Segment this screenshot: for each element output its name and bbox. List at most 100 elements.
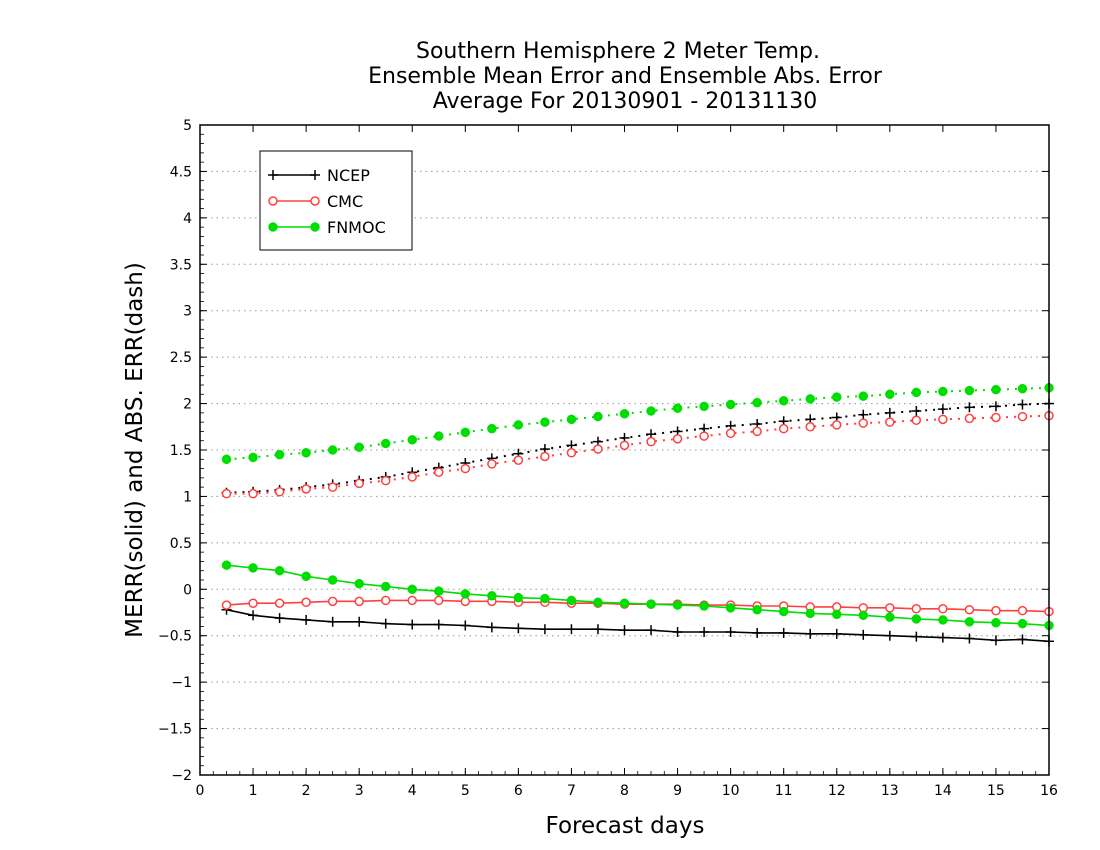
y-tick-label: 4 xyxy=(183,211,192,227)
ncep-abs-error-point xyxy=(937,404,948,415)
fnmoc-abs-error-point xyxy=(487,423,497,434)
fnmoc-abs-error-point xyxy=(885,389,895,400)
ncep-mean-error-point xyxy=(619,625,630,636)
ncep-abs-error-point xyxy=(884,407,895,418)
y-tick-label: 3 xyxy=(183,304,192,320)
fnmoc-mean-error-point xyxy=(699,601,709,611)
fnmoc-mean-error-point xyxy=(752,604,762,615)
y-tick-label: 4.5 xyxy=(170,164,192,180)
fnmoc-abs-error-point xyxy=(301,448,311,458)
cmc-abs-error-point xyxy=(540,451,550,462)
fnmoc-abs-error-point xyxy=(407,435,417,445)
fnmoc-abs-error-point xyxy=(513,420,524,430)
fnmoc-abs-error-point xyxy=(248,452,258,463)
legend-marker-ncep xyxy=(310,170,320,180)
ncep-mean-error-point xyxy=(725,627,736,637)
fnmoc-abs-error-point xyxy=(593,411,603,422)
ncep-mean-error-points xyxy=(221,604,1054,647)
fnmoc-mean-error-point xyxy=(885,612,895,622)
x-tick-label: 16 xyxy=(1040,783,1058,799)
series-layer xyxy=(221,383,1054,647)
legend-label-fnmoc: FNMOC xyxy=(327,218,386,237)
cmc-mean-error-point xyxy=(434,595,444,606)
fnmoc-mean-error-point xyxy=(566,595,577,606)
fnmoc-mean-error-point xyxy=(593,597,603,608)
ncep-mean-error-point xyxy=(964,633,975,644)
cmc-abs-error-point xyxy=(460,463,471,474)
cmc-abs-error-points xyxy=(221,410,1054,499)
y-tick-label: 1.5 xyxy=(170,443,192,459)
chart-title-line-2: Ensemble Mean Error and Ensemble Abs. Er… xyxy=(368,64,883,89)
fnmoc-abs-error-point xyxy=(991,384,1001,395)
fnmoc-mean-error-point xyxy=(460,589,471,599)
ncep-mean-error-point xyxy=(778,627,789,638)
x-tick-label: 8 xyxy=(620,783,629,799)
ncep-mean-error-point xyxy=(354,616,365,627)
y-tick-label: 5 xyxy=(183,118,192,134)
ncep-abs-error-point xyxy=(1017,399,1028,410)
cmc-mean-error-point xyxy=(964,604,975,615)
cmc-abs-error-point xyxy=(248,488,258,499)
fnmoc-abs-error-points xyxy=(221,383,1054,465)
x-tick-label: 0 xyxy=(196,783,205,799)
cmc-mean-error-point xyxy=(327,596,338,607)
cmc-abs-error-point xyxy=(858,418,869,428)
fnmoc-mean-error-point xyxy=(778,606,789,617)
x-tick-label: 12 xyxy=(828,783,846,799)
fnmoc-abs-error-point xyxy=(832,392,842,402)
fnmoc-abs-error-point xyxy=(646,406,656,416)
legend-marker-fnmoc xyxy=(268,222,278,232)
cmc-abs-error-point xyxy=(380,475,391,486)
fnmoc-abs-error-point xyxy=(566,414,577,425)
x-tick-label: 11 xyxy=(775,783,793,799)
ncep-mean-error-point xyxy=(990,635,1001,646)
cmc-abs-error-point xyxy=(354,478,364,489)
cmc-abs-error-point xyxy=(911,415,922,426)
fnmoc-abs-error-point xyxy=(274,449,285,460)
chart-title-line-3: Average For 20130901 - 20131130 xyxy=(433,89,818,114)
ncep-mean-error-point xyxy=(858,629,869,640)
fnmoc-mean-error-point xyxy=(964,617,975,627)
fnmoc-mean-error-point xyxy=(487,591,497,601)
cmc-abs-error-point xyxy=(672,434,683,444)
cmc-abs-error-point xyxy=(646,436,656,447)
ncep-mean-error-point xyxy=(407,619,418,630)
ncep-mean-error-line xyxy=(226,608,1050,643)
ncep-mean-error-point xyxy=(566,624,577,635)
x-tick-label: 9 xyxy=(673,783,682,799)
y-tick-label: −1 xyxy=(171,675,192,691)
y-tick-labels: −2 −1.5 −1 −0.5 0 0.5 1 1.5 2 2.5 3 3.5 4 4.5 5 xyxy=(158,118,192,784)
cmc-abs-error-point xyxy=(566,448,577,458)
fnmoc-abs-error-point xyxy=(354,442,364,452)
fnmoc-mean-error-point xyxy=(540,593,550,604)
cmc-mean-error-point xyxy=(301,597,311,608)
fnmoc-abs-error-point xyxy=(805,394,815,404)
fnmoc-abs-error-point xyxy=(911,387,922,398)
ncep-mean-error-point xyxy=(805,628,816,639)
cmc-mean-error-point xyxy=(407,595,417,606)
cmc-abs-error-point xyxy=(407,472,417,482)
ncep-mean-error-point xyxy=(884,630,895,641)
fnmoc-mean-error-point xyxy=(248,563,258,573)
x-tick-label: 4 xyxy=(408,783,417,799)
fnmoc-abs-error-line xyxy=(226,386,1050,461)
fnmoc-mean-error-point xyxy=(619,598,630,608)
ncep-mean-error-point xyxy=(380,618,391,629)
ncep-mean-error-point xyxy=(539,624,550,635)
ncep-mean-error-point xyxy=(831,628,842,639)
ncep-mean-error-point xyxy=(672,627,683,637)
fnmoc-abs-error-point xyxy=(752,397,762,408)
legend-marker-ncep xyxy=(268,170,278,180)
fnmoc-abs-error-point xyxy=(460,427,471,438)
cmc-abs-error-point xyxy=(725,428,736,439)
x-tick-labels: 0 1 2 3 4 5 6 7 8 9 10 11 12 13 14 15 16 xyxy=(196,783,1058,799)
cmc-abs-error-point xyxy=(778,423,789,434)
ncep-mean-error-point xyxy=(301,614,312,625)
ncep-mean-error-point xyxy=(433,619,444,630)
y-tick-label: 1 xyxy=(183,489,192,505)
fnmoc-abs-error-point xyxy=(858,391,869,401)
ncep-mean-error-point xyxy=(592,624,603,635)
ncep-mean-error-point xyxy=(699,627,710,637)
fnmoc-mean-error-point xyxy=(221,560,232,570)
y-tick-label: −1.5 xyxy=(158,722,192,738)
